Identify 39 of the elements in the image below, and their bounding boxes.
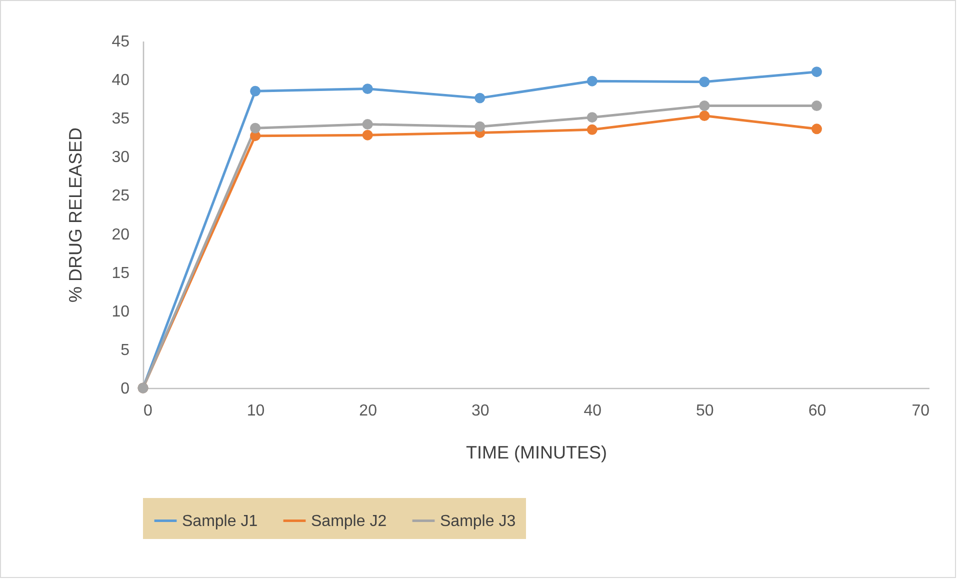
point: [362, 119, 373, 130]
point: [699, 110, 710, 122]
y-tick-label: 40: [112, 72, 130, 90]
point: [474, 121, 486, 132]
point: [811, 100, 822, 112]
point: [811, 66, 822, 78]
y-tick-label: 20: [112, 226, 130, 244]
point: [586, 112, 598, 123]
y-tick-label: 35: [112, 110, 130, 128]
y-axis-title: % DRUG RELEASED: [66, 127, 86, 303]
point: [811, 124, 822, 134]
legend-label: Sample J3: [440, 512, 516, 530]
point: [699, 100, 710, 112]
legend-label: Sample J2: [311, 512, 387, 530]
point: [362, 130, 373, 140]
point: [362, 84, 373, 94]
point: [250, 86, 261, 96]
point: [586, 76, 598, 86]
y-tick-label: 15: [112, 264, 130, 282]
x-tick-label: 60: [808, 402, 826, 420]
point: [474, 92, 486, 104]
x-tick-label: 40: [584, 402, 602, 420]
x-tick-label: 10: [246, 402, 265, 420]
point: [586, 124, 598, 135]
point: [699, 76, 710, 88]
x-tick-label: 0: [144, 402, 152, 420]
x-axis-title: TIME (MINUTES): [466, 442, 607, 462]
y-tick-label: 10: [112, 303, 130, 320]
legend-label: Sample J1: [182, 512, 258, 530]
point: [250, 122, 261, 134]
x-tick-label: 30: [471, 402, 490, 420]
y-tick-label: 5: [120, 342, 130, 359]
x-tick-label: 50: [696, 402, 714, 420]
y-tick-label: 45: [112, 34, 130, 50]
x-tick-label: 70: [912, 402, 930, 420]
y-tick-label: 30: [112, 149, 130, 166]
y-tick-label: 25: [112, 188, 130, 205]
x-tick-label: 20: [359, 402, 378, 420]
y-tick-label: 0: [120, 380, 130, 398]
